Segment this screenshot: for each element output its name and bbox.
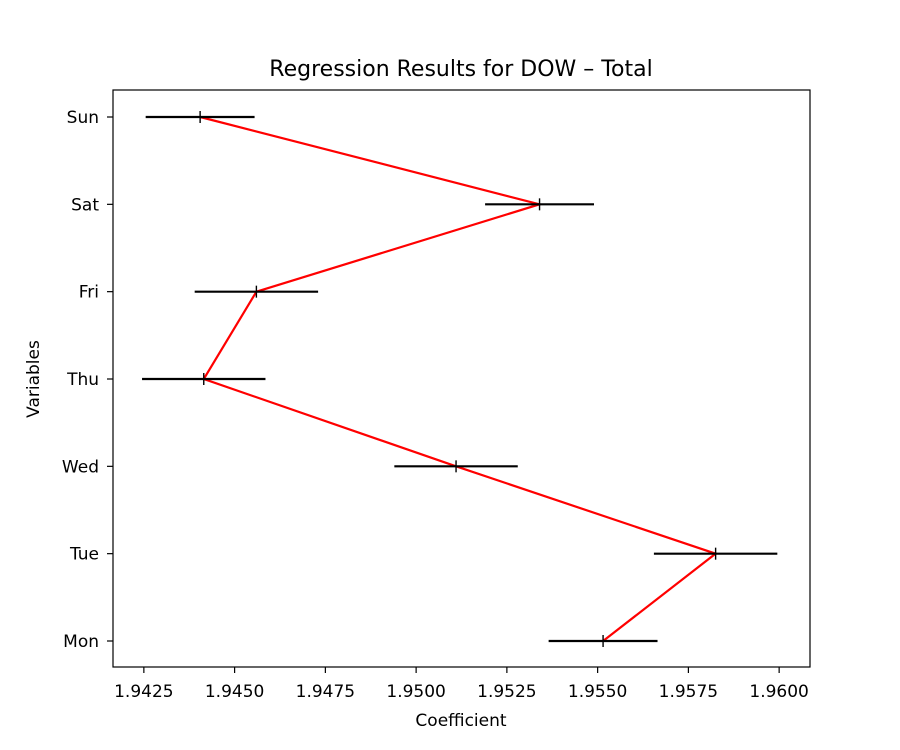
x-tick-label: 1.9450 xyxy=(205,682,264,702)
y-tick-label: Mon xyxy=(63,632,99,652)
chart-title: Regression Results for DOW – Total xyxy=(269,57,652,82)
x-axis-label: Coefficient xyxy=(415,711,506,731)
y-tick-label: Tue xyxy=(69,545,99,565)
y-tick-label: Fri xyxy=(79,283,99,303)
x-tick-label: 1.9525 xyxy=(477,682,536,702)
x-tick-label: 1.9500 xyxy=(386,682,445,702)
plot-area: 1.9425 1.9450 1.9475 1.9500 1.9525 1.9550 1.95… xyxy=(62,89,811,702)
axes-frame xyxy=(112,89,811,668)
x-tick-label: 1.9475 xyxy=(296,682,355,702)
x-tick-label: 1.9575 xyxy=(659,682,718,702)
y-tick-label: Wed xyxy=(62,457,99,477)
y-tick-label: Sun xyxy=(67,108,99,128)
y-tick-label: Thu xyxy=(66,370,99,390)
x-tick-label: 1.9425 xyxy=(114,682,173,702)
y-axis-label: Variables xyxy=(24,340,44,418)
y-tick-label: Sat xyxy=(71,195,99,215)
x-tick-label: 1.9600 xyxy=(749,682,808,702)
x-tick-label: 1.9550 xyxy=(568,682,627,702)
